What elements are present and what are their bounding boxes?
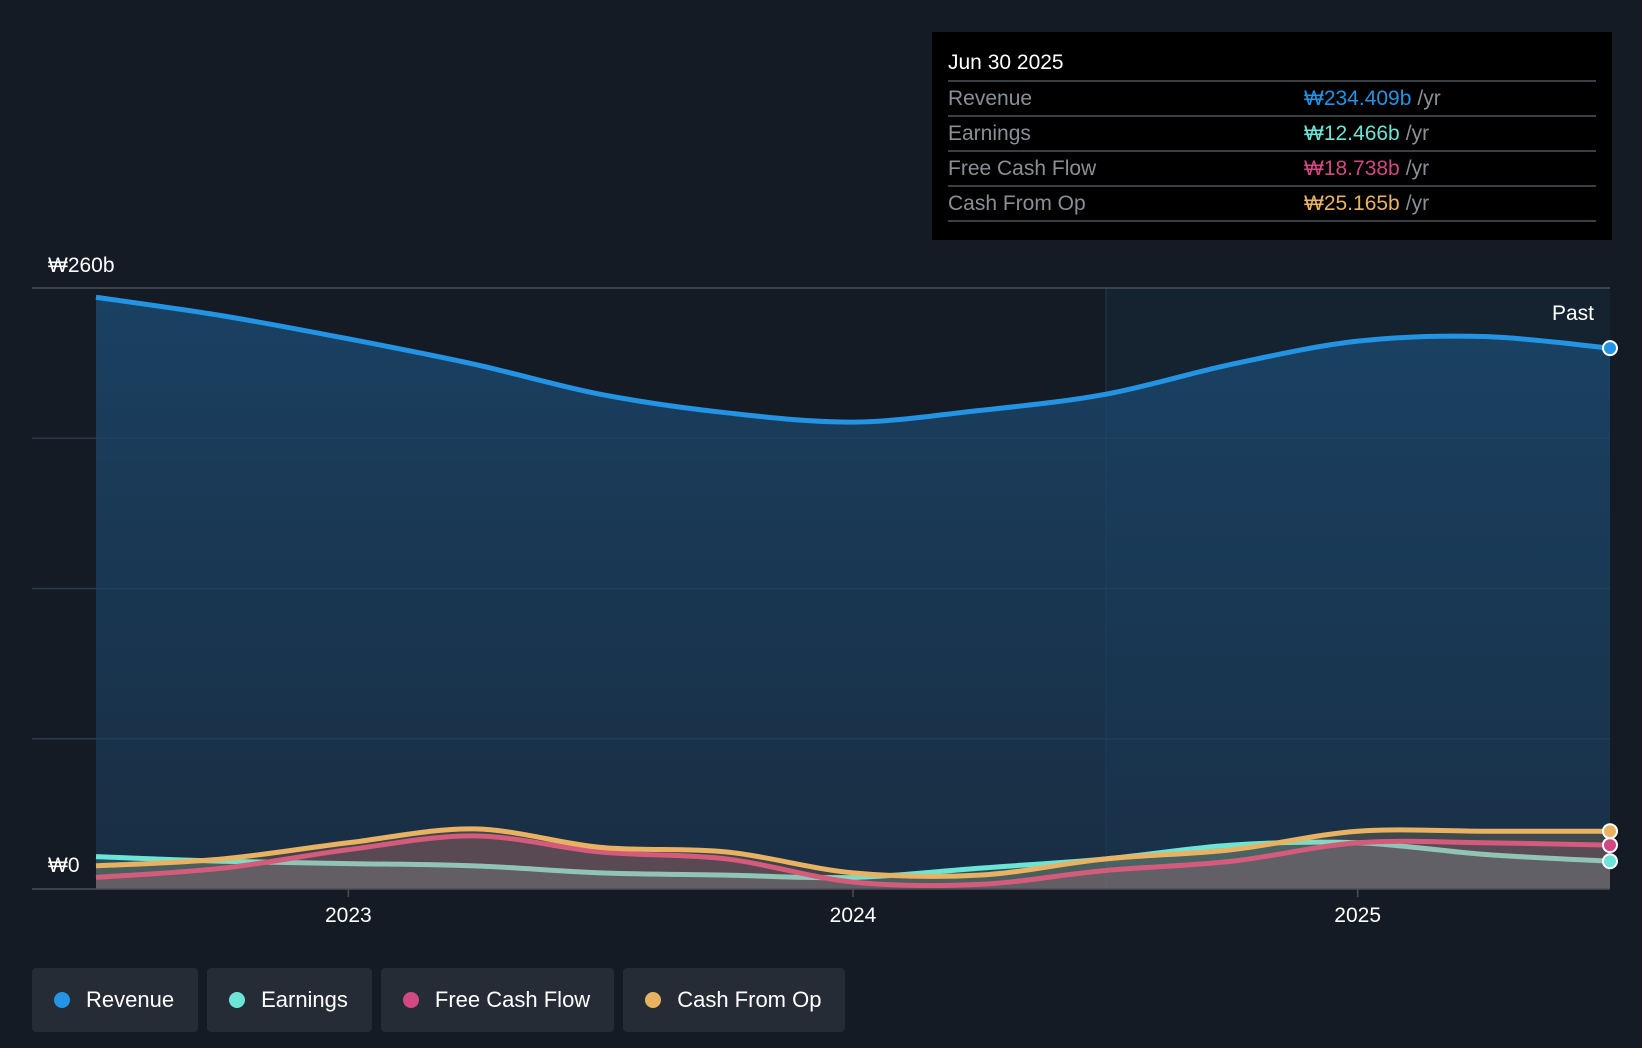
tooltip-unit: /yr bbox=[1405, 192, 1430, 215]
legend-item-earnings[interactable]: Earnings bbox=[207, 968, 372, 1032]
legend-item-revenue[interactable]: Revenue bbox=[32, 968, 199, 1032]
series-line-free-cash-flow bbox=[95, 833, 1611, 889]
series-line-revenue bbox=[95, 294, 1611, 425]
tooltip-row-free-cash-flow: Free Cash Flow ₩18.738b /yr bbox=[948, 152, 1596, 187]
tooltip-unit: /yr bbox=[1405, 157, 1430, 180]
tooltip-value: ₩25.165b bbox=[1304, 192, 1400, 215]
tooltip-label: Free Cash Flow bbox=[948, 157, 1097, 180]
series-area-cash-from-op bbox=[96, 828, 1610, 889]
legend-dot-icon bbox=[645, 992, 662, 1008]
series-endpoint-earnings bbox=[1602, 853, 1618, 870]
legend-dot-icon bbox=[229, 992, 246, 1008]
y-axis-max-label: ₩260b bbox=[48, 254, 115, 277]
legend-dot-icon bbox=[402, 992, 419, 1008]
tooltip-value: ₩18.738b bbox=[1304, 157, 1400, 180]
tooltip-date: Jun 30 2025 bbox=[948, 46, 1596, 82]
legend-dot-icon bbox=[54, 992, 70, 1008]
series-area-revenue bbox=[96, 297, 1610, 889]
tooltip-row-earnings: Earnings ₩12.466b /yr bbox=[948, 117, 1596, 152]
x-tick-label: 2025 bbox=[1334, 904, 1381, 927]
tooltip-label: Cash From Op bbox=[948, 192, 1086, 215]
tooltip-label: Earnings bbox=[948, 122, 1031, 145]
series-area-free-cash-flow bbox=[96, 835, 1610, 889]
tooltip-value: ₩12.466b bbox=[1304, 122, 1400, 145]
tooltip-unit: /yr bbox=[1417, 87, 1441, 110]
past-label: Past bbox=[1552, 302, 1594, 325]
legend-label: Cash From Op bbox=[677, 987, 822, 1012]
y-axis-min-label: ₩0 bbox=[48, 854, 80, 877]
tooltip: Jun 30 2025 Revenue ₩234.409b /yr Earnin… bbox=[932, 32, 1612, 240]
legend-label: Earnings bbox=[261, 987, 348, 1012]
series-endpoint-free-cash-flow bbox=[1602, 837, 1618, 854]
x-tick-label: 2024 bbox=[830, 904, 877, 927]
tooltip-label: Revenue bbox=[948, 87, 1033, 110]
legend-label: Revenue bbox=[86, 987, 175, 1012]
series-area-earnings bbox=[96, 842, 1610, 889]
legend-item-free-cash-flow[interactable]: Free Cash Flow bbox=[380, 968, 615, 1032]
series-endpoint-cash-from-op bbox=[1602, 823, 1618, 840]
legend: Revenue Earnings Free Cash Flow Cash Fro… bbox=[32, 968, 846, 1032]
tooltip-value: ₩234.409b bbox=[1304, 87, 1412, 110]
legend-item-cash-from-op[interactable]: Cash From Op bbox=[623, 968, 846, 1032]
tooltip-row-revenue: Revenue ₩234.409b /yr bbox=[948, 82, 1596, 117]
legend-label: Free Cash Flow bbox=[434, 987, 591, 1012]
series-endpoint-revenue bbox=[1602, 340, 1618, 357]
tooltip-row-cash-from-op: Cash From Op ₩25.165b /yr bbox=[948, 187, 1596, 222]
series-line-cash-from-op bbox=[95, 826, 1610, 879]
tooltip-unit: /yr bbox=[1405, 122, 1430, 145]
x-tick-label: 2023 bbox=[325, 904, 372, 927]
